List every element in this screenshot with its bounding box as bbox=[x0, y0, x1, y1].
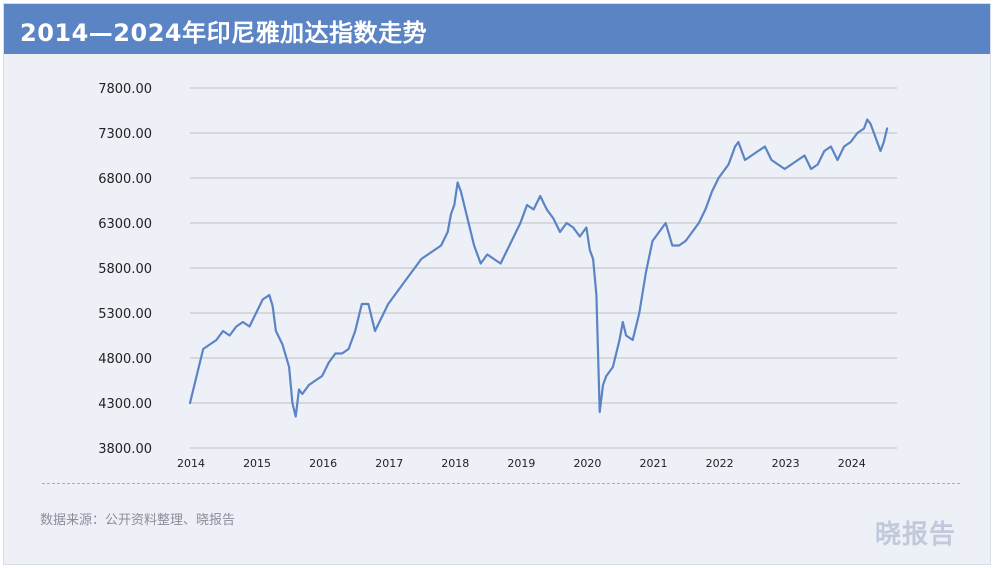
x-tick-label: 2022 bbox=[706, 457, 734, 470]
brand-watermark: 晓报告 bbox=[874, 520, 956, 550]
y-tick-label: 4800.00 bbox=[98, 352, 152, 367]
y-tick-label: 7800.00 bbox=[98, 82, 152, 97]
x-tick-label: 2020 bbox=[573, 457, 601, 470]
x-tick-label: 2016 bbox=[309, 457, 337, 470]
x-tick-label: 2015 bbox=[243, 457, 271, 470]
series-line bbox=[188, 118, 889, 418]
x-tick-label: 2019 bbox=[507, 457, 535, 470]
y-tick-label: 4300.00 bbox=[98, 397, 152, 412]
divider bbox=[42, 483, 960, 484]
y-tick-label: 6800.00 bbox=[98, 172, 152, 187]
y-tick-label: 5800.00 bbox=[98, 262, 152, 277]
chart-card: 2014—2024年印尼雅加达指数走势 3800.00 4300.00 4800.0… bbox=[3, 3, 991, 565]
y-tick-label: 7300.00 bbox=[98, 127, 152, 142]
x-tick-label: 2017 bbox=[375, 457, 403, 470]
source-note: 数据来源：公开资料整理、晓报告 bbox=[40, 513, 236, 528]
x-tick-label: 2024 bbox=[838, 457, 866, 470]
x-tick-label: 2023 bbox=[772, 457, 800, 470]
line-chart: 3800.00 4300.00 4800.00 5300.00 5800.00 6300.… bbox=[98, 82, 897, 470]
x-tick-label: 2018 bbox=[441, 457, 469, 470]
y-tick-label: 5300.00 bbox=[98, 307, 152, 322]
x-tick-label: 2021 bbox=[640, 457, 668, 470]
x-tick-label: 2014 bbox=[177, 457, 205, 470]
y-tick-label: 3800.00 bbox=[98, 442, 152, 457]
page-title: 2014—2024年印尼雅加达指数走势 bbox=[20, 19, 428, 47]
title-bar: 2014—2024年印尼雅加达指数走势 bbox=[4, 4, 990, 54]
y-tick-label: 6300.00 bbox=[98, 217, 152, 232]
